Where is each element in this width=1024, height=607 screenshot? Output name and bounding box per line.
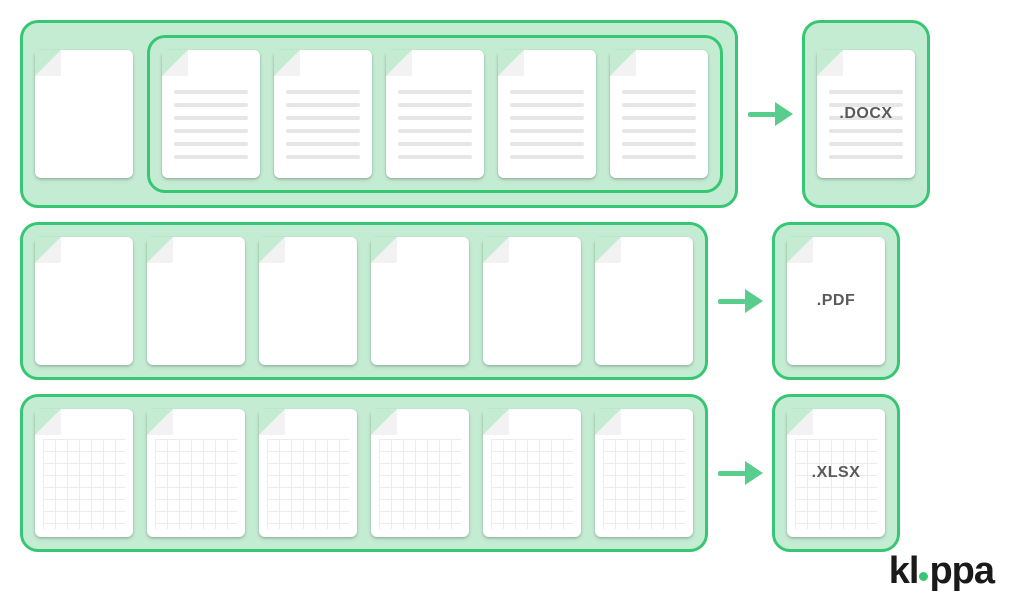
arrow-icon	[718, 289, 763, 313]
doc-lines	[274, 50, 372, 178]
doc-blank	[147, 237, 245, 365]
doc-output-pdf: .PDF	[787, 237, 885, 365]
logo-dot-icon	[919, 572, 928, 581]
file-merge-diagram: .DOCX .PDF	[20, 20, 1004, 566]
doc-blank	[35, 50, 133, 178]
output-label: .XLSX	[787, 464, 885, 482]
arrow-col	[708, 222, 772, 380]
arrow-col	[708, 394, 772, 552]
row-pdf-source	[20, 222, 708, 380]
arrow-icon	[718, 461, 763, 485]
doc-blank	[35, 237, 133, 365]
doc-grid	[595, 409, 693, 537]
logo-text-before: kl	[889, 550, 919, 592]
doc-lines	[386, 50, 484, 178]
row-xlsx-output: .XLSX	[772, 394, 900, 552]
row-docx: .DOCX	[20, 20, 1004, 208]
row-xlsx: .XLSX	[20, 394, 1004, 552]
doc-output-xlsx: .XLSX	[787, 409, 885, 537]
row-xlsx-source	[20, 394, 708, 552]
doc-blank	[371, 237, 469, 365]
arrow-icon	[748, 102, 793, 126]
doc-lines	[498, 50, 596, 178]
doc-grid	[259, 409, 357, 537]
doc-lines	[162, 50, 260, 178]
row-docx-source-outer	[20, 20, 738, 208]
klippa-logo: klppa	[889, 550, 994, 593]
row-pdf-output: .PDF	[772, 222, 900, 380]
doc-grid	[483, 409, 581, 537]
row-docx-source-inner	[147, 35, 723, 193]
doc-blank	[595, 237, 693, 365]
logo-text-after: ppa	[929, 550, 994, 592]
doc-grid	[35, 409, 133, 537]
doc-grid	[371, 409, 469, 537]
doc-blank	[259, 237, 357, 365]
output-label: .DOCX	[817, 105, 915, 123]
doc-grid	[147, 409, 245, 537]
doc-blank	[483, 237, 581, 365]
doc-output-docx: .DOCX	[817, 50, 915, 178]
output-label: .PDF	[787, 292, 885, 310]
doc-lines	[610, 50, 708, 178]
arrow-col	[738, 20, 802, 208]
row-docx-output: .DOCX	[802, 20, 930, 208]
row-pdf: .PDF	[20, 222, 1004, 380]
